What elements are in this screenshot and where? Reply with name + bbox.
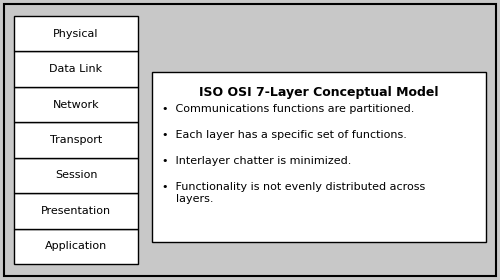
Bar: [14, 52, 138, 87]
Text: ISO OSI 7-Layer Conceptual Model: ISO OSI 7-Layer Conceptual Model: [199, 86, 439, 99]
Text: Application: Application: [45, 241, 107, 251]
Text: •  Each layer has a specific set of functions.: • Each layer has a specific set of funct…: [162, 130, 407, 140]
Text: Session: Session: [55, 171, 97, 180]
Text: Network: Network: [52, 100, 100, 109]
Text: Transport: Transport: [50, 135, 102, 145]
Text: •  Interlayer chatter is minimized.: • Interlayer chatter is minimized.: [162, 156, 352, 166]
Bar: [14, 228, 138, 264]
Bar: [14, 87, 138, 122]
Bar: [14, 193, 138, 228]
Text: Presentation: Presentation: [41, 206, 111, 216]
Text: •  Functionality is not evenly distributed across
    layers.: • Functionality is not evenly distribute…: [162, 182, 425, 204]
Text: Physical: Physical: [53, 29, 99, 39]
Bar: [14, 16, 138, 52]
Bar: [152, 72, 486, 242]
Bar: [14, 122, 138, 158]
Bar: [14, 158, 138, 193]
Text: •  Communications functions are partitioned.: • Communications functions are partition…: [162, 104, 414, 114]
Text: Data Link: Data Link: [50, 64, 102, 74]
